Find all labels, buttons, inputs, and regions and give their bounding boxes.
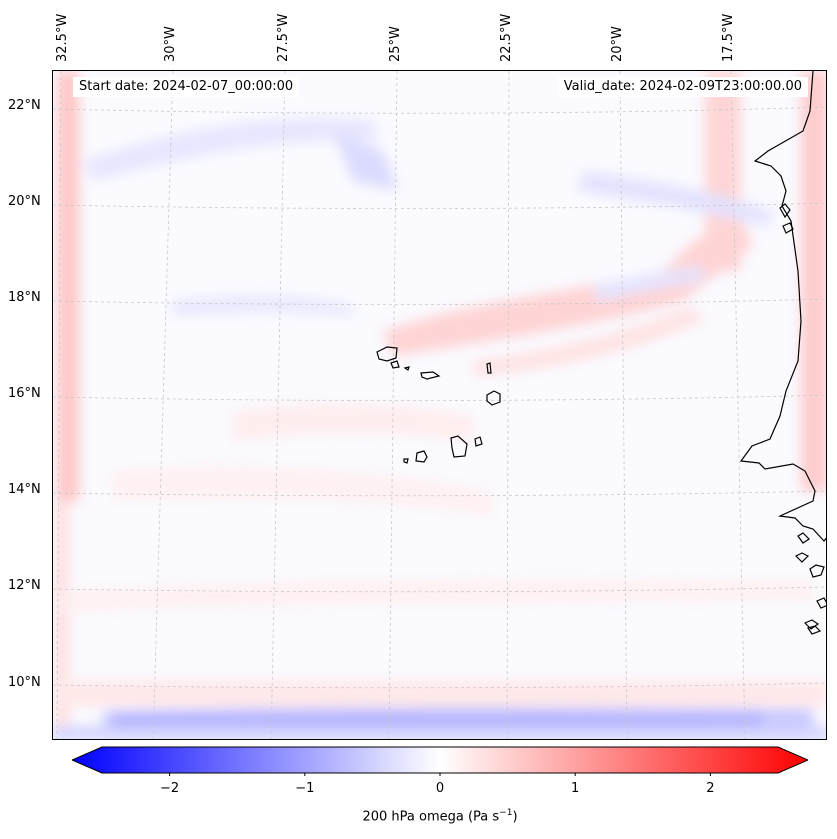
graticule xyxy=(53,71,826,739)
colorbar-ticks xyxy=(169,773,711,776)
colorbar-title: 200 hPa omega (Pa s−1) xyxy=(362,808,518,825)
african-coastline xyxy=(739,71,826,635)
cape-verde-islands xyxy=(376,346,501,464)
colorbar xyxy=(70,746,810,780)
colorbar-tick-label: 1 xyxy=(571,781,580,796)
lat-label-12n: 12°N xyxy=(8,578,41,593)
colorbar-bar xyxy=(70,746,810,774)
colorbar-svg xyxy=(70,746,810,776)
map-panel[interactable]: Start date: 2024-02-07_00:00:00 Valid_da… xyxy=(52,70,827,740)
colorbar-tick-label: 0 xyxy=(435,781,445,796)
omega-field xyxy=(53,71,826,739)
map-canvas xyxy=(53,71,826,739)
lat-label-10n: 10°N xyxy=(8,675,41,690)
lon-label-32-5w: 32.5°W xyxy=(55,13,70,62)
lat-label-22n: 22°N xyxy=(8,98,41,113)
colorbar-tick-label: −1 xyxy=(295,781,315,796)
lat-label-18n: 18°N xyxy=(8,290,41,305)
lon-label-25w: 25°W xyxy=(388,26,403,62)
lon-label-27-5w: 27.5°W xyxy=(276,13,291,62)
colorbar-tick-label: 2 xyxy=(706,781,715,796)
valid-date-label: Valid_date: 2024-02-09T23:00:00.00 xyxy=(557,77,808,97)
lat-label-20n: 20°N xyxy=(8,194,41,209)
start-date-label: Start date: 2024-02-07_00:00:00 xyxy=(73,77,300,97)
lon-label-30w: 30°W xyxy=(163,26,178,62)
lon-label-17-5w: 17.5°W xyxy=(721,13,736,62)
lat-label-16n: 16°N xyxy=(8,386,41,401)
lon-label-22-5w: 22.5°W xyxy=(499,13,514,62)
colorbar-tick-label: −2 xyxy=(160,781,180,796)
lat-label-14n: 14°N xyxy=(8,482,41,497)
lon-label-20w: 20°W xyxy=(610,26,625,62)
